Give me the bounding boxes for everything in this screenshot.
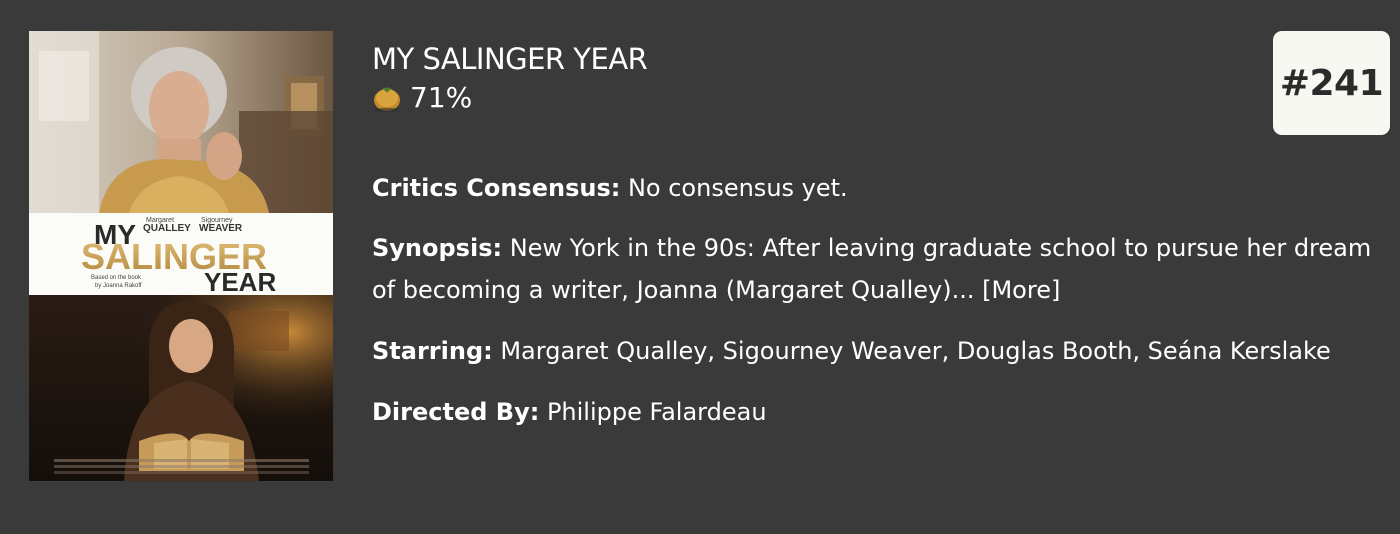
poster-actor-left-last: QUALLEY — [143, 223, 191, 234]
directed-by-label: Directed By: — [372, 398, 540, 426]
poster-actor-right-first: Sigourney — [201, 217, 233, 224]
poster-title-my: MY — [94, 219, 136, 250]
critics-consensus-label: Critics Consensus: — [372, 174, 621, 202]
directed-by: Directed By: Philippe Falardeau — [372, 391, 767, 433]
starring: Starring: Margaret Qualley, Sigourney We… — [372, 330, 1331, 372]
synopsis-label: Synopsis: — [372, 234, 503, 262]
rank-badge: #241 — [1273, 31, 1390, 135]
movie-title[interactable]: MY SALINGER YEAR — [372, 42, 648, 76]
critics-consensus: Critics Consensus: No consensus yet. — [372, 167, 848, 209]
tomato-score-icon — [372, 83, 402, 113]
movie-poster[interactable]: MY Margaret QUALLEY Sigourney WEAVER SAL… — [29, 31, 333, 481]
more-link[interactable]: [More] — [982, 276, 1061, 304]
starring-text: Margaret Qualley, Sigourney Weaver, Doug… — [492, 337, 1331, 365]
score-value: 71% — [410, 81, 473, 114]
poster-artwork: MY Margaret QUALLEY Sigourney WEAVER SAL… — [29, 31, 333, 481]
directed-by-text: Philippe Falardeau — [539, 398, 767, 426]
rank-number: #241 — [1279, 62, 1384, 104]
synopsis-text: New York in the 90s: After leaving gradu… — [372, 234, 1372, 304]
poster-title-salinger: SALINGER — [81, 236, 267, 277]
poster-based-on-2: by Joanna Rakoff — [95, 283, 142, 289]
starring-label: Starring: — [372, 337, 493, 365]
poster-based-on-1: Based on the book — [91, 275, 142, 281]
synopsis: Synopsis: New York in the 90s: After lea… — [372, 227, 1382, 311]
poster-actor-right-last: WEAVER — [199, 223, 243, 234]
movie-details: MY SALINGER YEAR 71% — [372, 40, 1392, 118]
critics-consensus-text: No consensus yet. — [620, 174, 848, 202]
score-row: 71% — [372, 78, 1392, 118]
poster-actor-left-first: Margaret — [146, 217, 174, 224]
poster-title-year: YEAR — [204, 267, 276, 297]
